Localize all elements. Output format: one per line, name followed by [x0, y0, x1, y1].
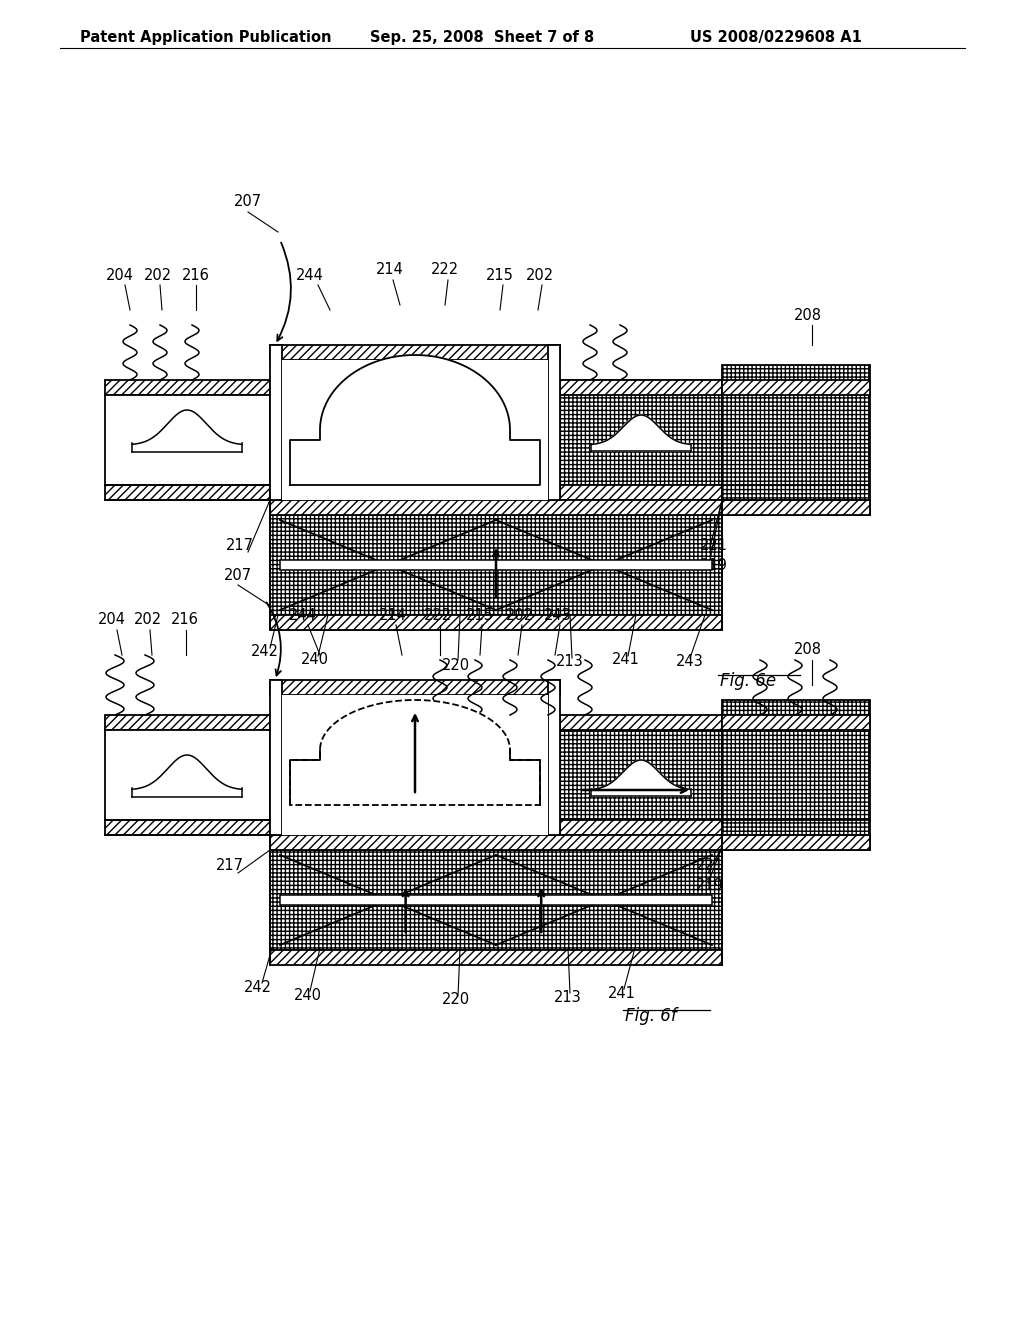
Bar: [560, 730, 722, 820]
Bar: [548, 345, 560, 500]
Text: 241: 241: [612, 652, 640, 668]
Bar: [560, 820, 722, 836]
Bar: [270, 345, 560, 360]
Text: 215: 215: [486, 268, 514, 282]
Bar: [722, 836, 870, 850]
Text: 207: 207: [224, 568, 252, 582]
Text: 202: 202: [506, 607, 535, 623]
Bar: [270, 515, 722, 615]
Text: 207: 207: [233, 194, 262, 210]
Text: 240: 240: [294, 987, 322, 1002]
Text: 219: 219: [700, 557, 728, 573]
Bar: [722, 500, 870, 515]
Polygon shape: [591, 414, 691, 451]
Text: 221: 221: [696, 858, 724, 873]
Text: 214: 214: [379, 607, 407, 623]
Bar: [280, 560, 712, 570]
Bar: [270, 345, 282, 500]
Bar: [722, 380, 870, 395]
Bar: [270, 615, 722, 630]
Text: 241: 241: [608, 986, 636, 1001]
Bar: [105, 484, 270, 500]
Polygon shape: [132, 411, 242, 451]
Bar: [548, 680, 560, 836]
Text: 215: 215: [466, 607, 494, 623]
Text: Sep. 25, 2008  Sheet 7 of 8: Sep. 25, 2008 Sheet 7 of 8: [370, 30, 594, 45]
Text: 202: 202: [526, 268, 554, 282]
Polygon shape: [290, 355, 540, 484]
Bar: [270, 950, 722, 965]
Text: 220: 220: [442, 993, 470, 1007]
Bar: [560, 715, 722, 730]
Text: 242: 242: [251, 644, 279, 660]
Bar: [560, 395, 722, 484]
Bar: [105, 730, 270, 820]
Bar: [270, 500, 722, 515]
Text: 220: 220: [442, 657, 470, 672]
Text: 202: 202: [144, 268, 172, 282]
Bar: [105, 395, 270, 484]
Text: 242: 242: [244, 979, 272, 994]
Text: 213: 213: [556, 655, 584, 669]
Bar: [270, 680, 560, 696]
Polygon shape: [290, 700, 540, 805]
Bar: [560, 380, 722, 484]
Text: 208: 208: [794, 643, 822, 657]
Bar: [722, 366, 870, 515]
Text: 244: 244: [296, 268, 324, 282]
Bar: [722, 715, 870, 730]
Text: 244: 244: [289, 607, 317, 623]
Text: 221: 221: [700, 537, 728, 553]
Bar: [105, 715, 270, 730]
Text: 243: 243: [676, 655, 703, 669]
Bar: [280, 895, 712, 906]
Polygon shape: [132, 755, 242, 797]
Text: US 2008/0229608 A1: US 2008/0229608 A1: [690, 30, 862, 45]
Text: 216: 216: [171, 612, 199, 627]
Bar: [270, 615, 722, 630]
Text: 214: 214: [376, 263, 403, 277]
Text: Fig. 6f: Fig. 6f: [625, 1007, 677, 1026]
Text: 219: 219: [696, 878, 724, 892]
Bar: [270, 680, 282, 836]
Bar: [270, 836, 722, 850]
Bar: [105, 380, 270, 395]
Text: Patent Application Publication: Patent Application Publication: [80, 30, 332, 45]
Bar: [282, 696, 548, 836]
Text: 204: 204: [98, 612, 126, 627]
Text: 240: 240: [301, 652, 329, 668]
Text: 213: 213: [554, 990, 582, 1005]
Text: 202: 202: [134, 612, 162, 627]
Bar: [282, 360, 548, 500]
Text: 243: 243: [544, 607, 571, 623]
Text: Fig. 6e: Fig. 6e: [720, 672, 776, 690]
Bar: [270, 500, 722, 515]
Bar: [105, 820, 270, 836]
Polygon shape: [591, 760, 691, 796]
Bar: [560, 380, 722, 395]
Bar: [270, 500, 722, 615]
Text: 216: 216: [182, 268, 210, 282]
Text: 222: 222: [424, 607, 452, 623]
Bar: [722, 700, 870, 850]
Bar: [560, 484, 722, 500]
Text: 217: 217: [226, 537, 254, 553]
Text: 222: 222: [431, 263, 459, 277]
Bar: [270, 850, 722, 950]
Text: 217: 217: [216, 858, 244, 873]
Text: 204: 204: [106, 268, 134, 282]
Text: 208: 208: [794, 308, 822, 322]
